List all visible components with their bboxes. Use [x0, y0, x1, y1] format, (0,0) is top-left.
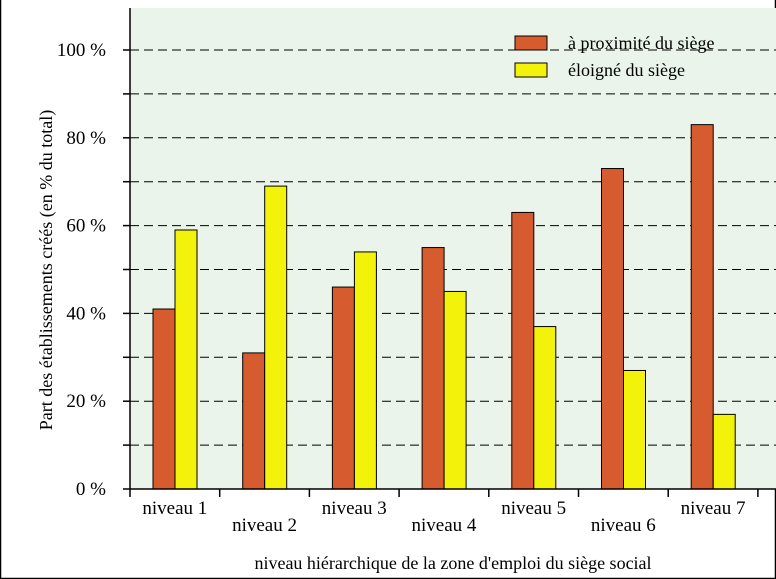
- x-tick-label: niveau 2: [232, 515, 297, 536]
- x-tick-label: niveau 1: [142, 498, 207, 519]
- bars: [152, 124, 736, 490]
- x-tick-label: niveau 3: [322, 498, 387, 519]
- legend-label: éloigné du siège: [568, 60, 685, 80]
- legend: à proximité du siège éloigné du siège: [514, 33, 714, 80]
- bar-proximite: [242, 352, 266, 490]
- bar-proximite: [331, 286, 355, 490]
- x-tick-label: niveau 5: [501, 498, 566, 519]
- bar-eloigne: [443, 290, 467, 490]
- y-axis-ticks: 0 % 20 % 40 % 60 % 80 % 100 %: [57, 40, 130, 500]
- x-tick-label: niveau 6: [591, 515, 656, 536]
- bar-eloigne: [712, 413, 736, 490]
- bar-proximite: [601, 168, 624, 490]
- y-tick-label: 0 %: [76, 479, 106, 500]
- x-tick-label: niveau 7: [681, 498, 746, 519]
- y-tick-label: 20 %: [66, 391, 106, 412]
- legend-label: à proximité du siège: [568, 33, 714, 53]
- x-tick-label: niveau 4: [411, 515, 476, 536]
- bar-proximite: [421, 247, 445, 490]
- bar-proximite: [152, 308, 176, 490]
- y-tick-label: 80 %: [66, 128, 106, 149]
- legend-swatch: [514, 35, 548, 51]
- bar-proximite: [511, 211, 535, 490]
- legend-swatch: [514, 62, 548, 78]
- y-axis-label: Part des établissements créés (en % du t…: [36, 110, 57, 430]
- bar-proximite: [690, 124, 714, 490]
- x-axis-ticks: niveau 1 niveau 2 niveau 3 niveau 4 niveau 5…: [129, 489, 759, 536]
- y-tick-label: 40 %: [66, 303, 106, 324]
- bar-eloigne: [174, 229, 198, 490]
- x-axis-label: niveau hiérarchique de la zone d'emploi …: [254, 553, 651, 573]
- bar-eloigne: [623, 369, 646, 490]
- bar-eloigne: [353, 251, 377, 490]
- bar-eloigne: [533, 326, 557, 490]
- y-tick-label: 100 %: [57, 40, 106, 61]
- bar-eloigne: [264, 185, 288, 490]
- y-tick-label: 60 %: [66, 216, 106, 237]
